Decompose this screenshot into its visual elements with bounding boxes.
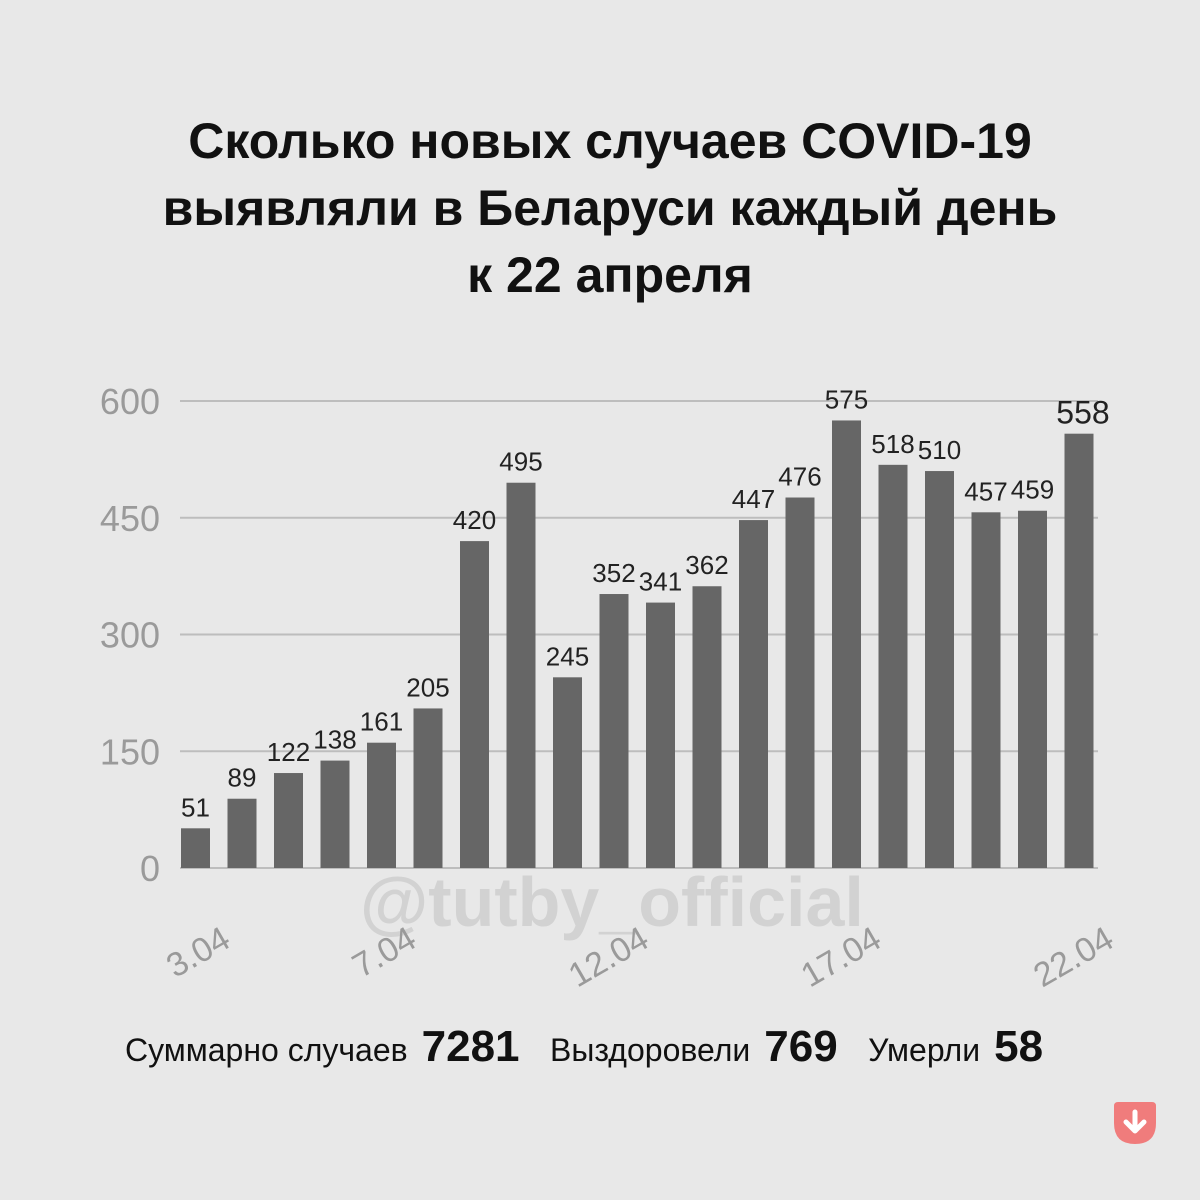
stat-total-label: Суммарно случаев xyxy=(125,1032,408,1068)
bar xyxy=(553,677,582,868)
data-label: 245 xyxy=(546,641,589,671)
gridlines xyxy=(180,400,1098,869)
data-label: 362 xyxy=(685,550,728,580)
bar xyxy=(227,798,257,868)
data-label: 447 xyxy=(732,484,775,514)
stat-recovered: Выздоровели 769 xyxy=(550,1022,838,1072)
x-tick-label: 7.04 xyxy=(346,919,422,985)
stat-total: Суммарно случаев 7281 xyxy=(125,1022,520,1072)
bar xyxy=(599,594,629,868)
bar xyxy=(367,742,396,868)
bar xyxy=(785,497,815,868)
title-line-3: к 22 апреля xyxy=(467,247,753,303)
bar xyxy=(320,760,350,868)
arrow-down-icon xyxy=(1114,1102,1156,1144)
x-tick-label: 12.04 xyxy=(562,919,655,994)
bar xyxy=(274,773,303,868)
bar xyxy=(413,708,443,868)
data-label: 51 xyxy=(181,792,210,822)
data-label: 518 xyxy=(871,429,914,459)
data-label: 161 xyxy=(360,707,403,737)
data-label: 459 xyxy=(1011,475,1054,505)
bar xyxy=(1018,510,1047,868)
stat-deaths-value: 58 xyxy=(994,1022,1044,1071)
stat-recovered-value: 769 xyxy=(764,1022,838,1071)
chart-title: Сколько новых случаев COVID-19 выявляли … xyxy=(100,108,1120,309)
y-tick-label: 300 xyxy=(100,615,160,656)
x-tick-label: 3.04 xyxy=(160,919,236,985)
data-label: 558 xyxy=(1056,395,1109,431)
stat-total-value: 7281 xyxy=(421,1022,520,1071)
summary-stats: Суммарно случаев 7281 Выздоровели 769 Умер… xyxy=(125,1022,1125,1072)
x-axis-ticks: 3.04 7.04 12.04 17.04 22.04 xyxy=(160,919,1120,994)
x-tick-label: 22.04 xyxy=(1027,919,1120,994)
data-label: 341 xyxy=(639,567,682,597)
bar xyxy=(971,512,1001,868)
data-label: 510 xyxy=(918,435,961,465)
bar xyxy=(832,420,861,868)
data-label: 420 xyxy=(453,505,496,535)
data-label: 89 xyxy=(228,763,257,793)
y-tick-label: 0 xyxy=(140,848,160,889)
bars xyxy=(181,420,1094,868)
bar xyxy=(1064,433,1094,868)
data-label: 575 xyxy=(825,384,868,414)
title-line-2: выявляли в Беларуси каждый день xyxy=(162,180,1058,236)
data-label: 352 xyxy=(592,558,635,588)
y-axis-ticks: 0 150 300 450 600 xyxy=(100,381,160,889)
data-label: 476 xyxy=(778,462,821,492)
stat-deaths: Умерли 58 xyxy=(868,1022,1043,1072)
x-tick-label: 17.04 xyxy=(795,919,888,994)
bar xyxy=(506,482,536,868)
title-line-1: Сколько новых случаев COVID-19 xyxy=(188,113,1032,169)
y-tick-label: 150 xyxy=(100,731,160,772)
bar xyxy=(692,586,722,868)
bar xyxy=(878,464,908,868)
data-label: 122 xyxy=(267,737,310,767)
y-tick-label: 600 xyxy=(100,381,160,422)
data-label: 138 xyxy=(313,725,356,755)
y-tick-label: 450 xyxy=(100,498,160,539)
data-label: 205 xyxy=(406,672,449,702)
bar xyxy=(181,828,210,868)
watermark: @tutby_official xyxy=(360,863,864,941)
bar xyxy=(646,602,675,868)
bar xyxy=(460,541,489,868)
data-label: 457 xyxy=(964,476,1007,506)
stat-recovered-label: Выздоровели xyxy=(549,1032,751,1068)
bar xyxy=(925,471,954,868)
data-label: 495 xyxy=(499,447,542,477)
stat-deaths-label: Умерли xyxy=(868,1032,981,1068)
bar xyxy=(739,520,768,868)
